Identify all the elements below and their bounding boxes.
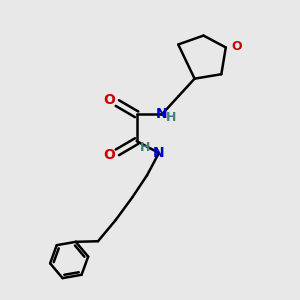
Text: N: N xyxy=(153,146,165,160)
Text: H: H xyxy=(140,141,150,154)
Text: O: O xyxy=(103,148,115,162)
Text: O: O xyxy=(103,93,115,107)
Text: N: N xyxy=(156,107,168,121)
Text: O: O xyxy=(231,40,242,53)
Text: H: H xyxy=(166,111,176,124)
